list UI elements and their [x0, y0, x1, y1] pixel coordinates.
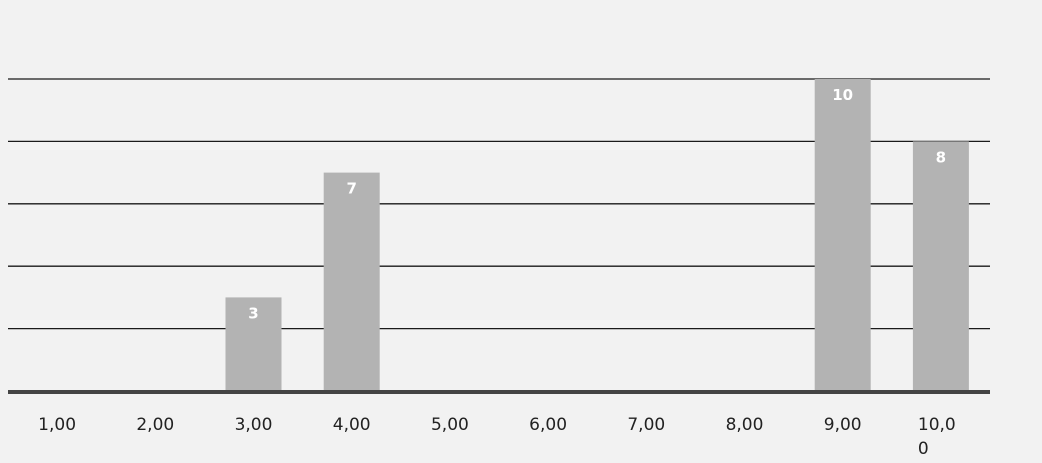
data-label: 10: [832, 86, 853, 104]
x-tick-label: 2,00: [136, 415, 174, 435]
x-tick-label: 10,0: [918, 415, 956, 435]
bars: [225, 79, 969, 391]
data-label: 3: [248, 304, 258, 322]
data-label: 8: [936, 148, 946, 166]
x-tick-label: 5,00: [431, 415, 469, 435]
x-tick-label: 6,00: [529, 415, 567, 435]
data-labels: 3 7 10 8: [248, 86, 946, 322]
x-tick-label: 1,00: [38, 415, 76, 435]
x-tick-label: 4,00: [333, 415, 371, 435]
x-tick-label: 0: [918, 439, 929, 459]
data-label: 7: [346, 180, 356, 198]
x-tick-label: 3,00: [235, 415, 273, 435]
x-tick-label: 7,00: [627, 415, 665, 435]
x-tick-labels: 1,00 2,00 3,00 4,00 5,00 6,00 7,00 8,00 9,00 10,0…: [38, 415, 956, 459]
bar: [323, 172, 380, 391]
x-tick-label: 9,00: [824, 415, 862, 435]
bar: [225, 297, 282, 391]
bar: [912, 141, 969, 391]
bar: [814, 79, 871, 391]
x-tick-label: 8,00: [726, 415, 764, 435]
